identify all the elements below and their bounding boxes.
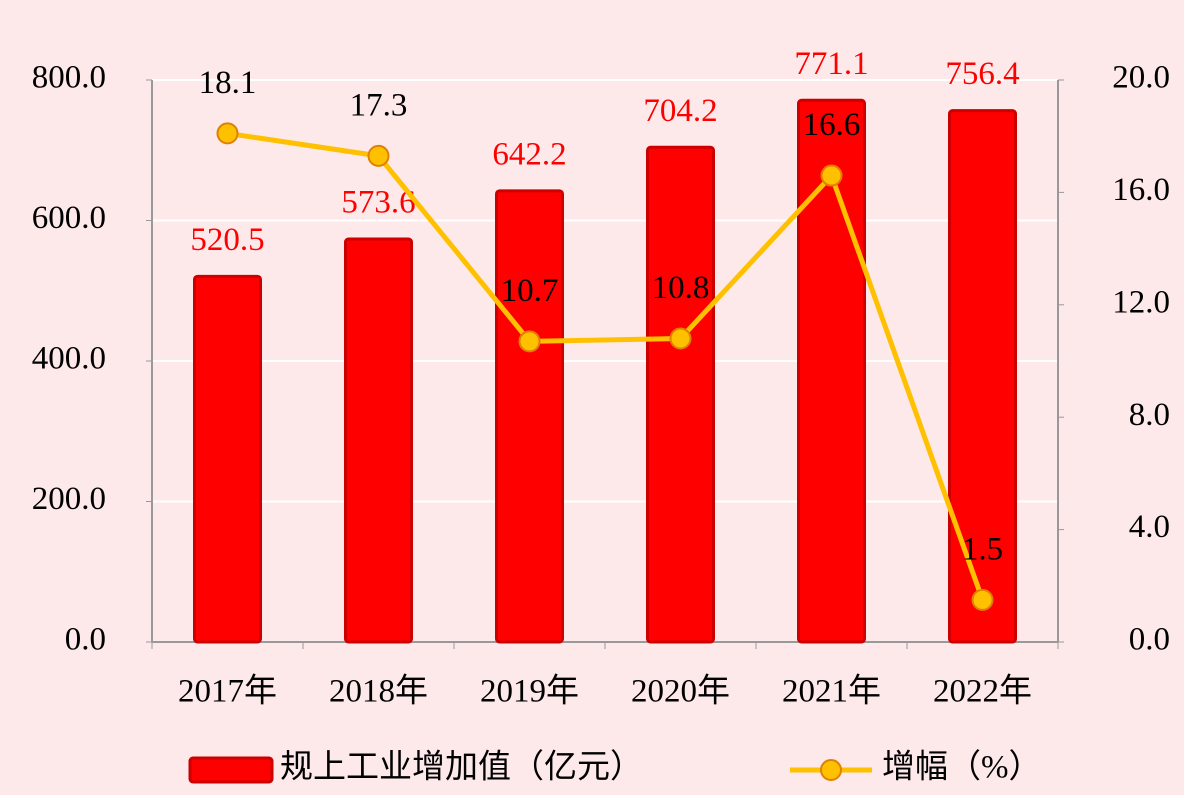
line-value-label: 10.8 — [652, 270, 710, 306]
bar — [797, 98, 866, 644]
bar-value-label: 771.1 — [794, 46, 868, 82]
legend-swatch — [188, 756, 274, 784]
y-tick-label: 600.0 — [32, 200, 106, 236]
bar-value-label: 573.6 — [341, 185, 415, 221]
legend-swatch — [820, 759, 842, 781]
line-marker — [216, 122, 239, 145]
y2-tick-label: 12.0 — [1112, 284, 1170, 320]
y2-tick-label: 4.0 — [1129, 509, 1170, 545]
bar — [193, 274, 262, 644]
legend-label: 规上工业增加值（亿元） — [280, 749, 643, 786]
y2-tick-label: 8.0 — [1129, 397, 1170, 433]
line-marker — [971, 588, 994, 611]
x-tick-label: 2020年 — [631, 673, 730, 710]
line-marker — [669, 327, 692, 350]
line-value-label: 17.3 — [350, 87, 408, 123]
line-value-label: 18.1 — [199, 65, 257, 101]
x-tick-label: 2017年 — [178, 673, 277, 710]
line — [227, 130, 985, 601]
line-marker — [367, 144, 390, 167]
line-value-label: 1.5 — [962, 531, 1003, 567]
bar — [646, 145, 715, 644]
x-tick-label: 2022年 — [933, 673, 1032, 710]
bar — [495, 189, 564, 644]
y2-tick-label: 16.0 — [1112, 172, 1170, 208]
x-tick-label: 2021年 — [782, 673, 881, 710]
bar-value-label: 520.5 — [190, 222, 264, 258]
y-tick-label: 0.0 — [65, 622, 106, 658]
x-tick-label: 2019年 — [480, 673, 579, 710]
bar-value-label: 756.4 — [945, 56, 1019, 92]
x-tick-label: 2018年 — [329, 673, 428, 710]
y-tick-label: 400.0 — [32, 341, 106, 377]
line-value-label: 16.6 — [803, 107, 861, 143]
y2-tick-label: 0.0 — [1129, 622, 1170, 658]
legend-label: 增幅（%） — [882, 749, 1042, 786]
line-marker — [820, 164, 843, 187]
y2-tick-label: 20.0 — [1112, 60, 1170, 96]
bar — [948, 109, 1017, 644]
bar-value-label: 642.2 — [492, 136, 566, 172]
line-value-label: 10.7 — [501, 273, 559, 309]
bar — [344, 237, 413, 644]
line-marker — [518, 330, 541, 353]
y-tick-label: 800.0 — [32, 60, 106, 96]
bar-value-label: 704.2 — [643, 93, 717, 129]
y-tick-label: 200.0 — [32, 481, 106, 517]
